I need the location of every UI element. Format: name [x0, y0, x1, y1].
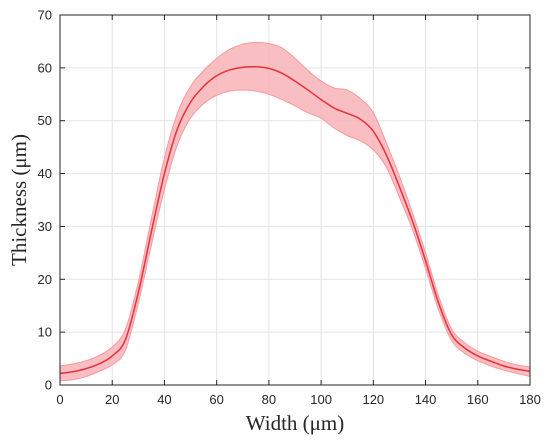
x-tick-label: 80: [262, 392, 276, 407]
x-tick-labels: 0 20 40 60 80 100 120 140 160 180: [56, 392, 540, 407]
x-tick-label: 160: [467, 392, 489, 407]
x-tick-label: 140: [415, 392, 437, 407]
x-tick-label: 120: [362, 392, 384, 407]
y-tick-label: 50: [38, 113, 52, 128]
y-tick-label: 0: [45, 378, 52, 393]
y-tick-label: 40: [38, 166, 52, 181]
x-tick-label: 100: [310, 392, 332, 407]
y-tick-label: 30: [38, 219, 52, 234]
y-tick-label: 10: [38, 325, 52, 340]
confidence-band: [59, 41, 531, 382]
x-tick-label: 0: [56, 392, 63, 407]
y-axis-label: Thickness (μm): [7, 134, 31, 266]
x-axis-label: Width (μm): [246, 411, 344, 435]
x-tick-label: 20: [105, 392, 119, 407]
mean-thickness-line: [59, 65, 531, 375]
x-tick-label: 60: [209, 392, 223, 407]
axes: [59, 14, 531, 386]
y-tick-label: 70: [38, 8, 52, 23]
y-tick-label: 20: [38, 272, 52, 287]
confidence-band-layer: [59, 41, 531, 382]
mean-line-layer: [59, 65, 531, 375]
x-tick-label: 40: [157, 392, 171, 407]
x-tick-label: 180: [519, 392, 541, 407]
y-tick-label: 60: [38, 60, 52, 75]
y-tick-labels: 0 10 20 30 40 50 60 70: [38, 8, 52, 393]
plot-frame: [59, 14, 531, 386]
